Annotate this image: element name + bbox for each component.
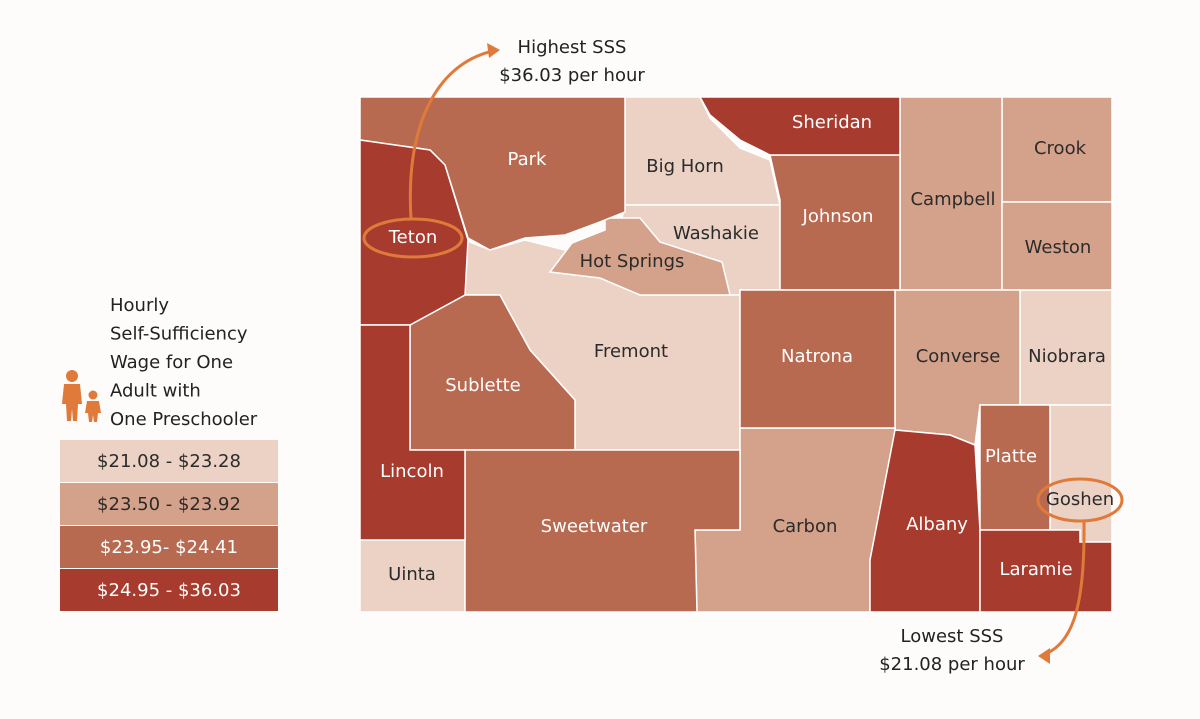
county-label: Goshen (1046, 489, 1114, 510)
county-label: Converse (916, 346, 1001, 367)
highlight-ring (362, 217, 464, 259)
county-label: Niobrara (1028, 346, 1106, 367)
label-layer: Big Horn Washakie Fremont Niobrara Goshen Uin… (380, 112, 1114, 585)
legend-label: $23.50 - $23.92 (97, 494, 241, 515)
legend-label: $21.08 - $23.28 (97, 451, 241, 472)
county-label: Sheridan (792, 112, 872, 133)
county-label: Lincoln (380, 461, 444, 482)
county-label: Sublette (445, 375, 521, 396)
county-label: Natrona (781, 346, 853, 367)
county (698, 96, 901, 156)
county-label: Hot Springs (580, 251, 685, 272)
legend-swatch (60, 569, 278, 611)
county-label: Teton (388, 227, 438, 248)
annotation: Highest SSS (518, 37, 627, 58)
legend-label: $23.95- $24.41 (100, 537, 238, 558)
arrow-head (487, 43, 500, 58)
county-label: Washakie (673, 223, 759, 244)
legend-label: $24.95 - $36.03 (97, 580, 241, 601)
annotation: $21.08 per hour (879, 654, 1025, 675)
legend-swatch (60, 526, 278, 568)
county-label: Carbon (773, 516, 838, 537)
county (548, 217, 731, 296)
county-label: Park (508, 149, 547, 170)
county (979, 404, 1051, 531)
legend-swatch (60, 483, 278, 525)
highlight-ring (1036, 477, 1124, 523)
county-label: Johnson (802, 206, 874, 227)
legend: Hourly Self-Sufficiency Wage for One Adult … (60, 295, 278, 611)
legend-title: Wage for One (110, 352, 233, 373)
legend-title: Hourly (110, 295, 169, 316)
annotation: $36.03 per hour (499, 65, 645, 86)
county-label: Weston (1025, 237, 1092, 258)
county-label: Crook (1034, 138, 1087, 159)
county-label: Laramie (999, 559, 1072, 580)
arrow (408, 48, 499, 220)
county (739, 289, 896, 429)
legend-title: Self-Sufficiency (110, 324, 248, 345)
legend-title: Adult with (110, 381, 201, 402)
county-label: Sweetwater (541, 516, 648, 537)
county-label: Albany (906, 514, 968, 535)
legend-title: One Preschooler (110, 409, 258, 430)
arrow-head (1038, 648, 1050, 664)
county-layer (359, 96, 1113, 613)
annotation: Lowest SSS (901, 626, 1004, 647)
arrow (1041, 520, 1086, 657)
parent-child-icon (62, 370, 101, 422)
county-label: Platte (985, 446, 1037, 467)
county-label: Fremont (594, 341, 668, 362)
county (464, 449, 741, 613)
annotations: Highest SSS $36.03 per hour Lowest SSS $21.… (499, 37, 1025, 675)
county (359, 324, 466, 541)
county (1001, 201, 1113, 291)
county-label: Uinta (388, 564, 436, 585)
county-label: Campbell (910, 189, 995, 210)
legend-swatch (60, 440, 278, 482)
county-label: Big Horn (646, 156, 724, 177)
